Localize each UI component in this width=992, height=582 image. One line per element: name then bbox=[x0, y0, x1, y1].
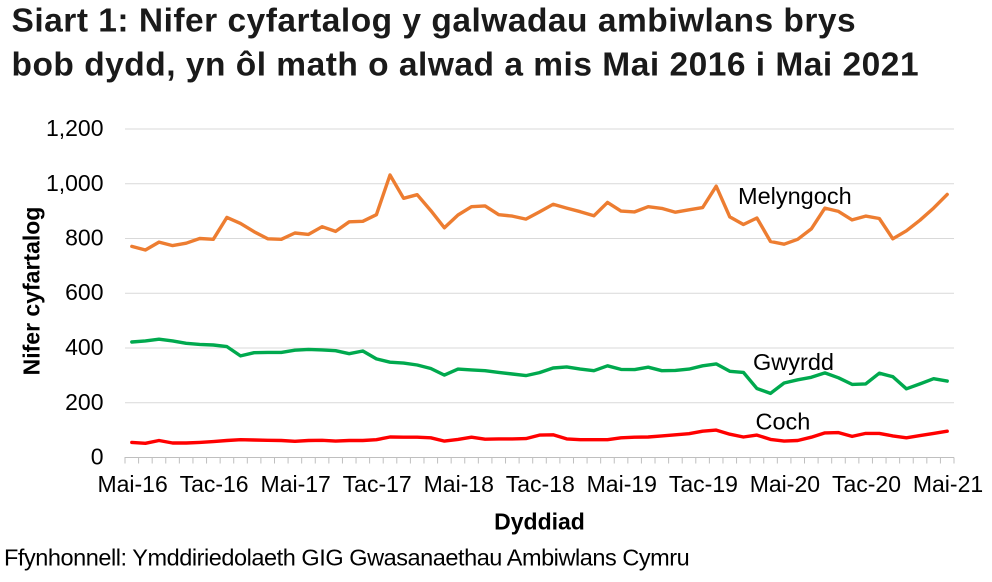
svg-text:Tac-16: Tac-16 bbox=[180, 471, 249, 497]
svg-text:Mai-21: Mai-21 bbox=[913, 471, 983, 497]
svg-text:800: 800 bbox=[65, 225, 103, 251]
svg-text:Dyddiad: Dyddiad bbox=[494, 509, 585, 535]
svg-text:Mai-19: Mai-19 bbox=[587, 471, 657, 497]
svg-text:Nifer cyfartalog: Nifer cyfartalog bbox=[19, 207, 45, 376]
svg-text:Mai-17: Mai-17 bbox=[261, 471, 331, 497]
svg-text:Tac-17: Tac-17 bbox=[343, 471, 412, 497]
svg-text:1,000: 1,000 bbox=[46, 170, 104, 196]
svg-text:bob dydd, yn ôl math o alwad a: bob dydd, yn ôl math o alwad a mis Mai 2… bbox=[12, 47, 920, 84]
svg-text:200: 200 bbox=[65, 389, 103, 415]
svg-text:1,200: 1,200 bbox=[46, 115, 104, 141]
svg-text:Tac-20: Tac-20 bbox=[832, 471, 901, 497]
svg-text:Mai-18: Mai-18 bbox=[424, 471, 494, 497]
svg-text:400: 400 bbox=[65, 334, 103, 360]
svg-text:Tac-19: Tac-19 bbox=[669, 471, 738, 497]
svg-text:Mai-20: Mai-20 bbox=[750, 471, 820, 497]
svg-text:600: 600 bbox=[65, 279, 103, 305]
svg-text:Ffynhonnell: Ymddiriedolaeth G: Ffynhonnell: Ymddiriedolaeth GIG Gwasana… bbox=[4, 545, 689, 571]
svg-text:Gwyrdd: Gwyrdd bbox=[753, 349, 834, 375]
svg-text:Coch: Coch bbox=[756, 409, 811, 435]
svg-text:Mai-16: Mai-16 bbox=[97, 471, 167, 497]
svg-text:Siart 1: Nifer cyfartalog y ga: Siart 1: Nifer cyfartalog y galwadau amb… bbox=[12, 3, 857, 40]
svg-text:0: 0 bbox=[91, 444, 104, 470]
svg-text:Tac-18: Tac-18 bbox=[506, 471, 575, 497]
svg-text:Melyngoch: Melyngoch bbox=[738, 183, 852, 209]
